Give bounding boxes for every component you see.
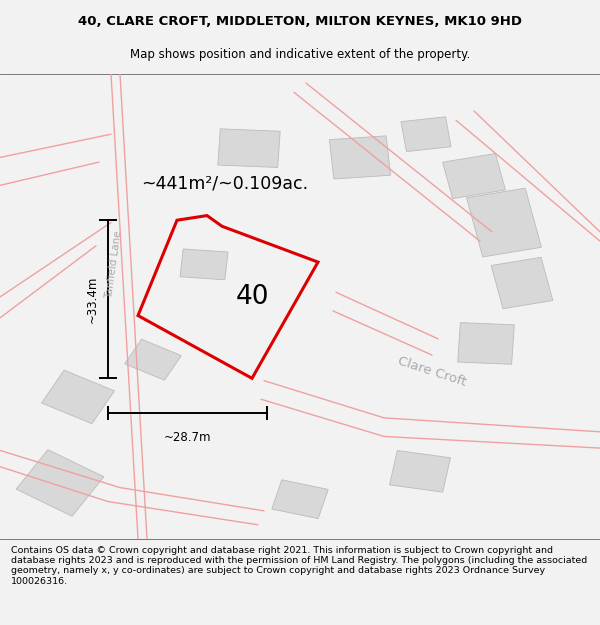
Text: ~28.7m: ~28.7m [164,431,211,444]
Polygon shape [125,339,181,380]
Polygon shape [389,451,451,492]
Text: 40: 40 [235,284,269,310]
Polygon shape [272,480,328,519]
Polygon shape [467,188,541,257]
Text: Clare Croft: Clare Croft [396,354,468,389]
Polygon shape [329,136,391,179]
Polygon shape [180,249,228,280]
Polygon shape [16,449,104,516]
Text: 40, CLARE CROFT, MIDDLETON, MILTON KEYNES, MK10 9HD: 40, CLARE CROFT, MIDDLETON, MILTON KEYNE… [78,15,522,28]
Polygon shape [443,154,505,199]
Polygon shape [401,117,451,152]
Polygon shape [41,370,115,424]
Text: ~33.4m: ~33.4m [86,276,99,323]
Polygon shape [218,129,280,168]
Text: Contains OS data © Crown copyright and database right 2021. This information is : Contains OS data © Crown copyright and d… [11,546,587,586]
Text: ~441m²/~0.109ac.: ~441m²/~0.109ac. [141,174,308,192]
Text: Map shows position and indicative extent of the property.: Map shows position and indicative extent… [130,48,470,61]
Polygon shape [491,258,553,309]
Text: Tanfield Lane: Tanfield Lane [104,230,124,299]
Polygon shape [458,322,514,364]
